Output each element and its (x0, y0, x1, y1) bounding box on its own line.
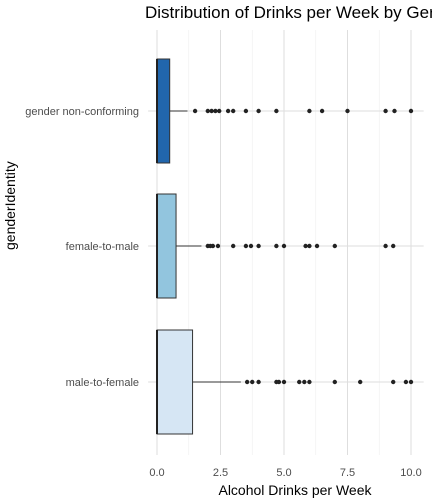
outlier-point (231, 243, 236, 249)
outlier-point (256, 243, 261, 249)
outlier-point (307, 243, 312, 249)
outlier-point (408, 379, 414, 385)
outlier-point (307, 379, 312, 385)
outlier-point (256, 108, 261, 114)
outlier-point (205, 108, 210, 114)
outlier-point (243, 243, 249, 249)
box-body (156, 58, 171, 164)
outlier-point (192, 108, 198, 114)
outlier-point (215, 243, 221, 249)
outlier-point (358, 379, 363, 385)
outlier-point (250, 379, 255, 385)
outlier-point (248, 243, 254, 249)
outlier-point (391, 243, 396, 249)
x-tick-label: 2.5 (213, 467, 228, 479)
outlier-point (332, 243, 337, 249)
outlier-point (307, 108, 312, 114)
outlier-point (281, 379, 287, 385)
outlier-point (256, 379, 261, 385)
x-tick-label: 7.5 (340, 467, 355, 479)
outlier-point (210, 243, 216, 249)
outlier-point (209, 108, 214, 114)
outlier-point (225, 108, 231, 114)
outlier-point (383, 108, 388, 114)
outlier-point (319, 108, 325, 114)
outlier-point (274, 243, 279, 249)
outlier-point (302, 379, 307, 385)
outlier-point (332, 379, 337, 385)
box-body (156, 193, 177, 299)
chart-title: Distribution of Drinks per Week by Ger (145, 3, 432, 22)
outlier-point (274, 108, 279, 114)
outlier-point (345, 108, 350, 114)
outlier-point (408, 108, 414, 114)
outlier-point (391, 379, 396, 385)
box-body (156, 329, 194, 435)
outlier-point (281, 243, 287, 249)
outlier-point (297, 379, 302, 385)
outlier-point (244, 379, 250, 385)
x-tick-label: 10.0 (400, 467, 421, 479)
outlier-point (314, 243, 320, 249)
outlier-point (217, 108, 222, 114)
x-axis-label: Alcohol Drinks per Week (218, 482, 372, 498)
outlier-point (243, 108, 249, 114)
outlier-point (231, 108, 236, 114)
y-axis-label: genderIdentity (2, 161, 18, 250)
y-tick-label: gender non-conforming (25, 106, 139, 118)
outlier-point (276, 379, 282, 385)
y-tick-label: male-to-female (66, 377, 139, 389)
outlier-point (383, 243, 388, 249)
outlier-point (303, 243, 308, 249)
outlier-point (213, 108, 218, 114)
outlier-point (403, 379, 409, 385)
x-tick-label: 0.0 (149, 467, 164, 479)
x-tick-label: 5.0 (276, 467, 291, 479)
y-tick-label: female-to-male (66, 241, 139, 253)
outlier-point (392, 108, 397, 114)
